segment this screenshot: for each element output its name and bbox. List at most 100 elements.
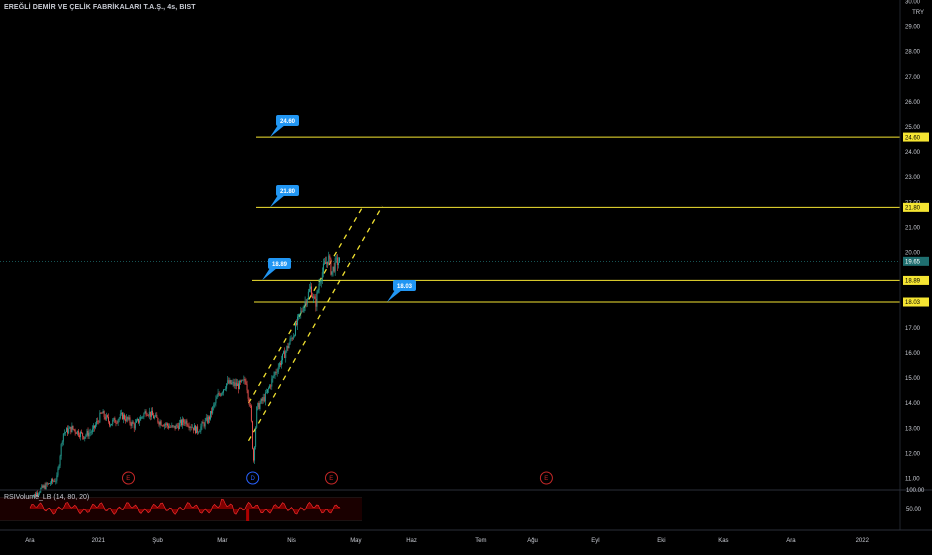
candle-body — [110, 425, 112, 426]
time-tick-label: Kas — [718, 538, 728, 544]
candle-body — [294, 322, 296, 336]
candle-body — [299, 313, 301, 315]
candle-body — [82, 432, 84, 437]
candle-body — [96, 421, 98, 425]
price-axis[interactable]: 30.00 29.00 28.00 27.00 26.00 25.00 24.00 23.00… — [905, 0, 921, 483]
candle-body — [213, 404, 215, 408]
candle-body — [47, 483, 49, 485]
candle-body — [56, 475, 58, 481]
price-tick-label: 11.00 — [905, 477, 920, 483]
candle-body — [84, 436, 86, 440]
candle-body — [335, 257, 337, 259]
candle-body — [57, 468, 59, 476]
candle-body — [123, 414, 124, 420]
candle-body — [300, 310, 302, 314]
price-tick-label: 15.00 — [905, 376, 921, 382]
time-tick-label: Mar — [217, 538, 227, 544]
event-marker — [539, 471, 553, 485]
rsi-pane: 100.00 50.00 — [0, 488, 932, 521]
candle-body — [243, 379, 245, 381]
channel-line-lower — [247, 205, 383, 442]
candle-body — [99, 412, 101, 423]
level-price-tag — [903, 202, 929, 212]
level-price-tag — [903, 132, 929, 142]
candle-body — [235, 382, 237, 386]
candle-body — [92, 425, 94, 429]
candle-body — [73, 429, 75, 430]
price-tick-label: 25.00 — [905, 125, 921, 131]
candle-body — [163, 424, 165, 427]
candle-body — [39, 492, 41, 494]
candle-body — [161, 425, 163, 427]
rsi-area — [30, 499, 341, 515]
candle-body — [144, 411, 146, 414]
candle-body — [312, 296, 314, 298]
candle-body — [211, 410, 213, 414]
candle-body — [131, 421, 133, 426]
candle-body — [97, 421, 99, 422]
candle-body — [271, 378, 273, 387]
candle-body — [276, 372, 278, 373]
candle-body — [90, 432, 92, 433]
candle-body — [177, 425, 179, 429]
time-tick-label: Haz — [406, 538, 417, 544]
candles — [29, 251, 340, 502]
candle-body — [129, 417, 131, 424]
candle-body — [178, 422, 180, 429]
candle-body — [132, 421, 134, 424]
candle-body — [171, 425, 173, 428]
candle-body — [311, 286, 312, 297]
level-callouts: 24.60 21.80 18.89 18.03 — [262, 115, 416, 303]
candle-body — [85, 435, 87, 437]
candle-body — [107, 416, 109, 422]
candle-body — [176, 424, 178, 426]
candle-body — [197, 426, 199, 433]
candle-body — [278, 363, 280, 368]
candle-body — [117, 419, 119, 423]
candle-body — [184, 422, 186, 424]
time-tick-label: Tem — [475, 538, 486, 544]
candle-body — [220, 393, 222, 396]
candle-body — [65, 432, 66, 433]
candle-body — [67, 428, 69, 434]
callout-pointer — [262, 268, 277, 281]
candle-body — [188, 426, 190, 428]
candle-body — [230, 380, 232, 385]
candle-body — [282, 353, 283, 361]
candle-body — [59, 456, 61, 466]
candle-body — [43, 485, 45, 488]
callout-label: 18.03 — [397, 284, 413, 290]
candle-body — [58, 465, 60, 469]
candle-body — [327, 262, 329, 265]
time-tick-label: Nis — [287, 538, 296, 544]
candle-body — [68, 428, 70, 434]
candle-body — [70, 426, 72, 433]
candle-body — [253, 448, 254, 461]
candle-body — [100, 412, 102, 414]
candle-body — [218, 393, 220, 395]
candle-body — [297, 316, 299, 325]
candle-body — [274, 371, 276, 376]
candle-body — [196, 426, 198, 434]
candle-body — [257, 402, 259, 407]
symbol-title[interactable]: EREĞLİ DEMİR VE ÇELİK FABRİKALARI T.A.Ş.… — [4, 4, 196, 11]
candle-body — [244, 379, 246, 382]
candle-body — [54, 480, 56, 482]
candle-body — [156, 414, 158, 418]
candle-body — [326, 262, 328, 264]
candle-body — [37, 492, 38, 496]
candle-body — [268, 388, 270, 390]
candle-body — [51, 479, 52, 484]
candle-body — [52, 479, 54, 482]
candle-body — [249, 405, 251, 406]
candle-body — [219, 394, 221, 396]
candle-body — [206, 417, 208, 423]
time-tick-label: 2022 — [856, 538, 870, 544]
candle-body — [130, 423, 132, 426]
candle-body — [138, 418, 139, 423]
rsi-indicator-label[interactable]: RSIVolume_LB (14, 80, 20) — [4, 494, 90, 501]
candle-body — [183, 419, 185, 423]
